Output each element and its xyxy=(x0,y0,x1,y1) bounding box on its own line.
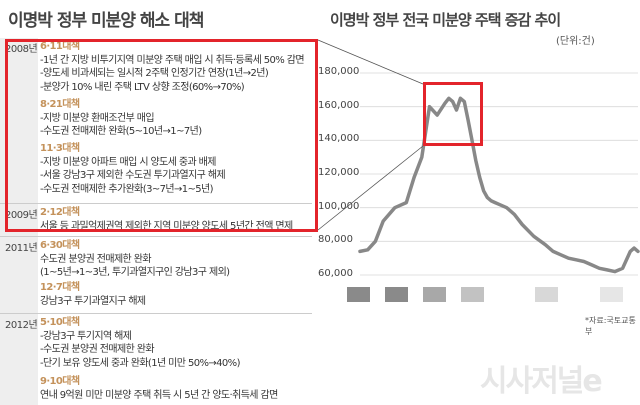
watermark-logo: 시사저널e xyxy=(480,364,603,399)
y-tick-label: 60,000 xyxy=(318,268,353,279)
policy-detail: -양도세 비과세되는 일시적 2주택 인정기간 연장(1년→2년) xyxy=(40,68,269,80)
policy-entry: 5·10대책 -강남3구 투기지역 해제 -수도권 분양권 전매제한 완화 -단기 보… xyxy=(40,316,312,370)
policy-detail: -수도권 전매제한 추가완화(3~7년→1~5년) xyxy=(40,183,214,195)
policy-detail: -강남3구 투기지역 해제 xyxy=(40,330,132,342)
source-note: *자료:국토교통부 xyxy=(585,316,636,336)
policy-detail: -수도권 분양권 전매제한 완화 xyxy=(40,344,155,356)
policy-entry: 6·11대책 -1년 간 지방 비투기지역 미분양 주택 매입 시 취득·등록세 … xyxy=(40,40,312,94)
legend-swatch xyxy=(600,287,623,302)
timeline-year: 2011년 xyxy=(5,243,38,254)
policy-name: 5·10대책 xyxy=(40,317,80,328)
highlight-box-2008-2009 xyxy=(5,39,318,232)
policy-name: 8·21대책 xyxy=(40,99,80,110)
policy-detail: -지방 미분양 아파트 매입 시 양도세 중과 배제 xyxy=(40,156,216,168)
policy-detail: (1~5년→1~3년, 투기과열지구인 강남3구 제외) xyxy=(40,267,230,279)
y-tick-label: 80,000 xyxy=(318,234,353,246)
policy-entry: 11·3대책 -지방 미분양 아파트 매입 시 양도세 중과 배제 -서울 강남3구… xyxy=(40,142,312,196)
left-title: 이명박 정부 미분양 해소 대책 xyxy=(8,11,204,31)
policy-detail: 연내 9억원 미만 미분양 주택 취득 시 5년 간 양도·취득세 감면 xyxy=(40,389,278,401)
year-separator xyxy=(0,236,312,237)
policy-detail: 수도권 분양권 전매제한 완화 xyxy=(40,253,152,265)
policy-entry: 8·21대책 -지방 미분양 환매조건부 매입 -수도권 전매제한 완화(5~10년… xyxy=(40,98,312,139)
timeline-year: 2008년 xyxy=(5,44,38,55)
y-tick-label: 140,000 xyxy=(318,133,360,145)
legend-swatch xyxy=(423,287,446,302)
policy-name: 12·7대책 xyxy=(40,282,80,293)
legend-swatch xyxy=(347,287,370,302)
policy-detail: -분양가 10% 내린 주택 LTV 상향 조정(60%→70%) xyxy=(40,81,245,93)
year-separator xyxy=(0,203,312,204)
policy-detail: 서울 등 과밀억제권역 제외한 지역 미분양 양도세 5년간 전액 면제 xyxy=(40,220,293,232)
year-separator xyxy=(0,313,312,314)
y-tick-label: 100,000 xyxy=(318,200,360,212)
policy-detail: -1년 간 지방 비투기지역 미분양 주택 매입 시 취득·등록세 50% 감면 xyxy=(40,54,305,66)
policy-name: 2·12대책 xyxy=(40,207,80,218)
chart-title: 이명박 정부 전국 미분양 주택 증감 추이 xyxy=(330,11,561,29)
unit-label: (단위:건) xyxy=(556,36,595,47)
highlight-box-peak xyxy=(423,82,483,146)
policy-name: 6·30대책 xyxy=(40,240,80,251)
legend-swatch xyxy=(385,287,408,302)
policy-name: 9·10대책 xyxy=(40,376,80,387)
policy-detail: 강남3구 투기과열지구 해제 xyxy=(40,295,146,307)
policy-name: 6·11대책 xyxy=(40,41,80,52)
timeline-year: 2009년 xyxy=(5,210,38,221)
series-line xyxy=(358,96,640,274)
policy-detail: -수도권 전매제한 완화(5~10년→1~7년) xyxy=(40,126,202,138)
policy-name: 11·3대책 xyxy=(40,143,80,154)
policy-detail: -단기 보유 양도세 중과 완화(1년 미만 50%→40%) xyxy=(40,357,240,369)
y-tick-label: 120,000 xyxy=(318,167,360,178)
legend-swatch xyxy=(461,287,484,302)
y-tick-label: 160,000 xyxy=(318,99,360,111)
policy-timeline: 2008년 6·11대책 -1년 간 지방 비투기지역 미분양 주택 매입 시 취득… xyxy=(0,38,312,405)
policy-detail: -서울 강남3구 제외한 수도권 투기과열지구 해제 xyxy=(40,170,226,182)
timeline-year: 2012년 xyxy=(5,320,38,331)
y-tick-label: 180,000 xyxy=(318,66,360,77)
legend-swatch xyxy=(535,287,558,302)
policy-detail: -지방 미분양 환매조건부 매입 xyxy=(40,112,155,124)
